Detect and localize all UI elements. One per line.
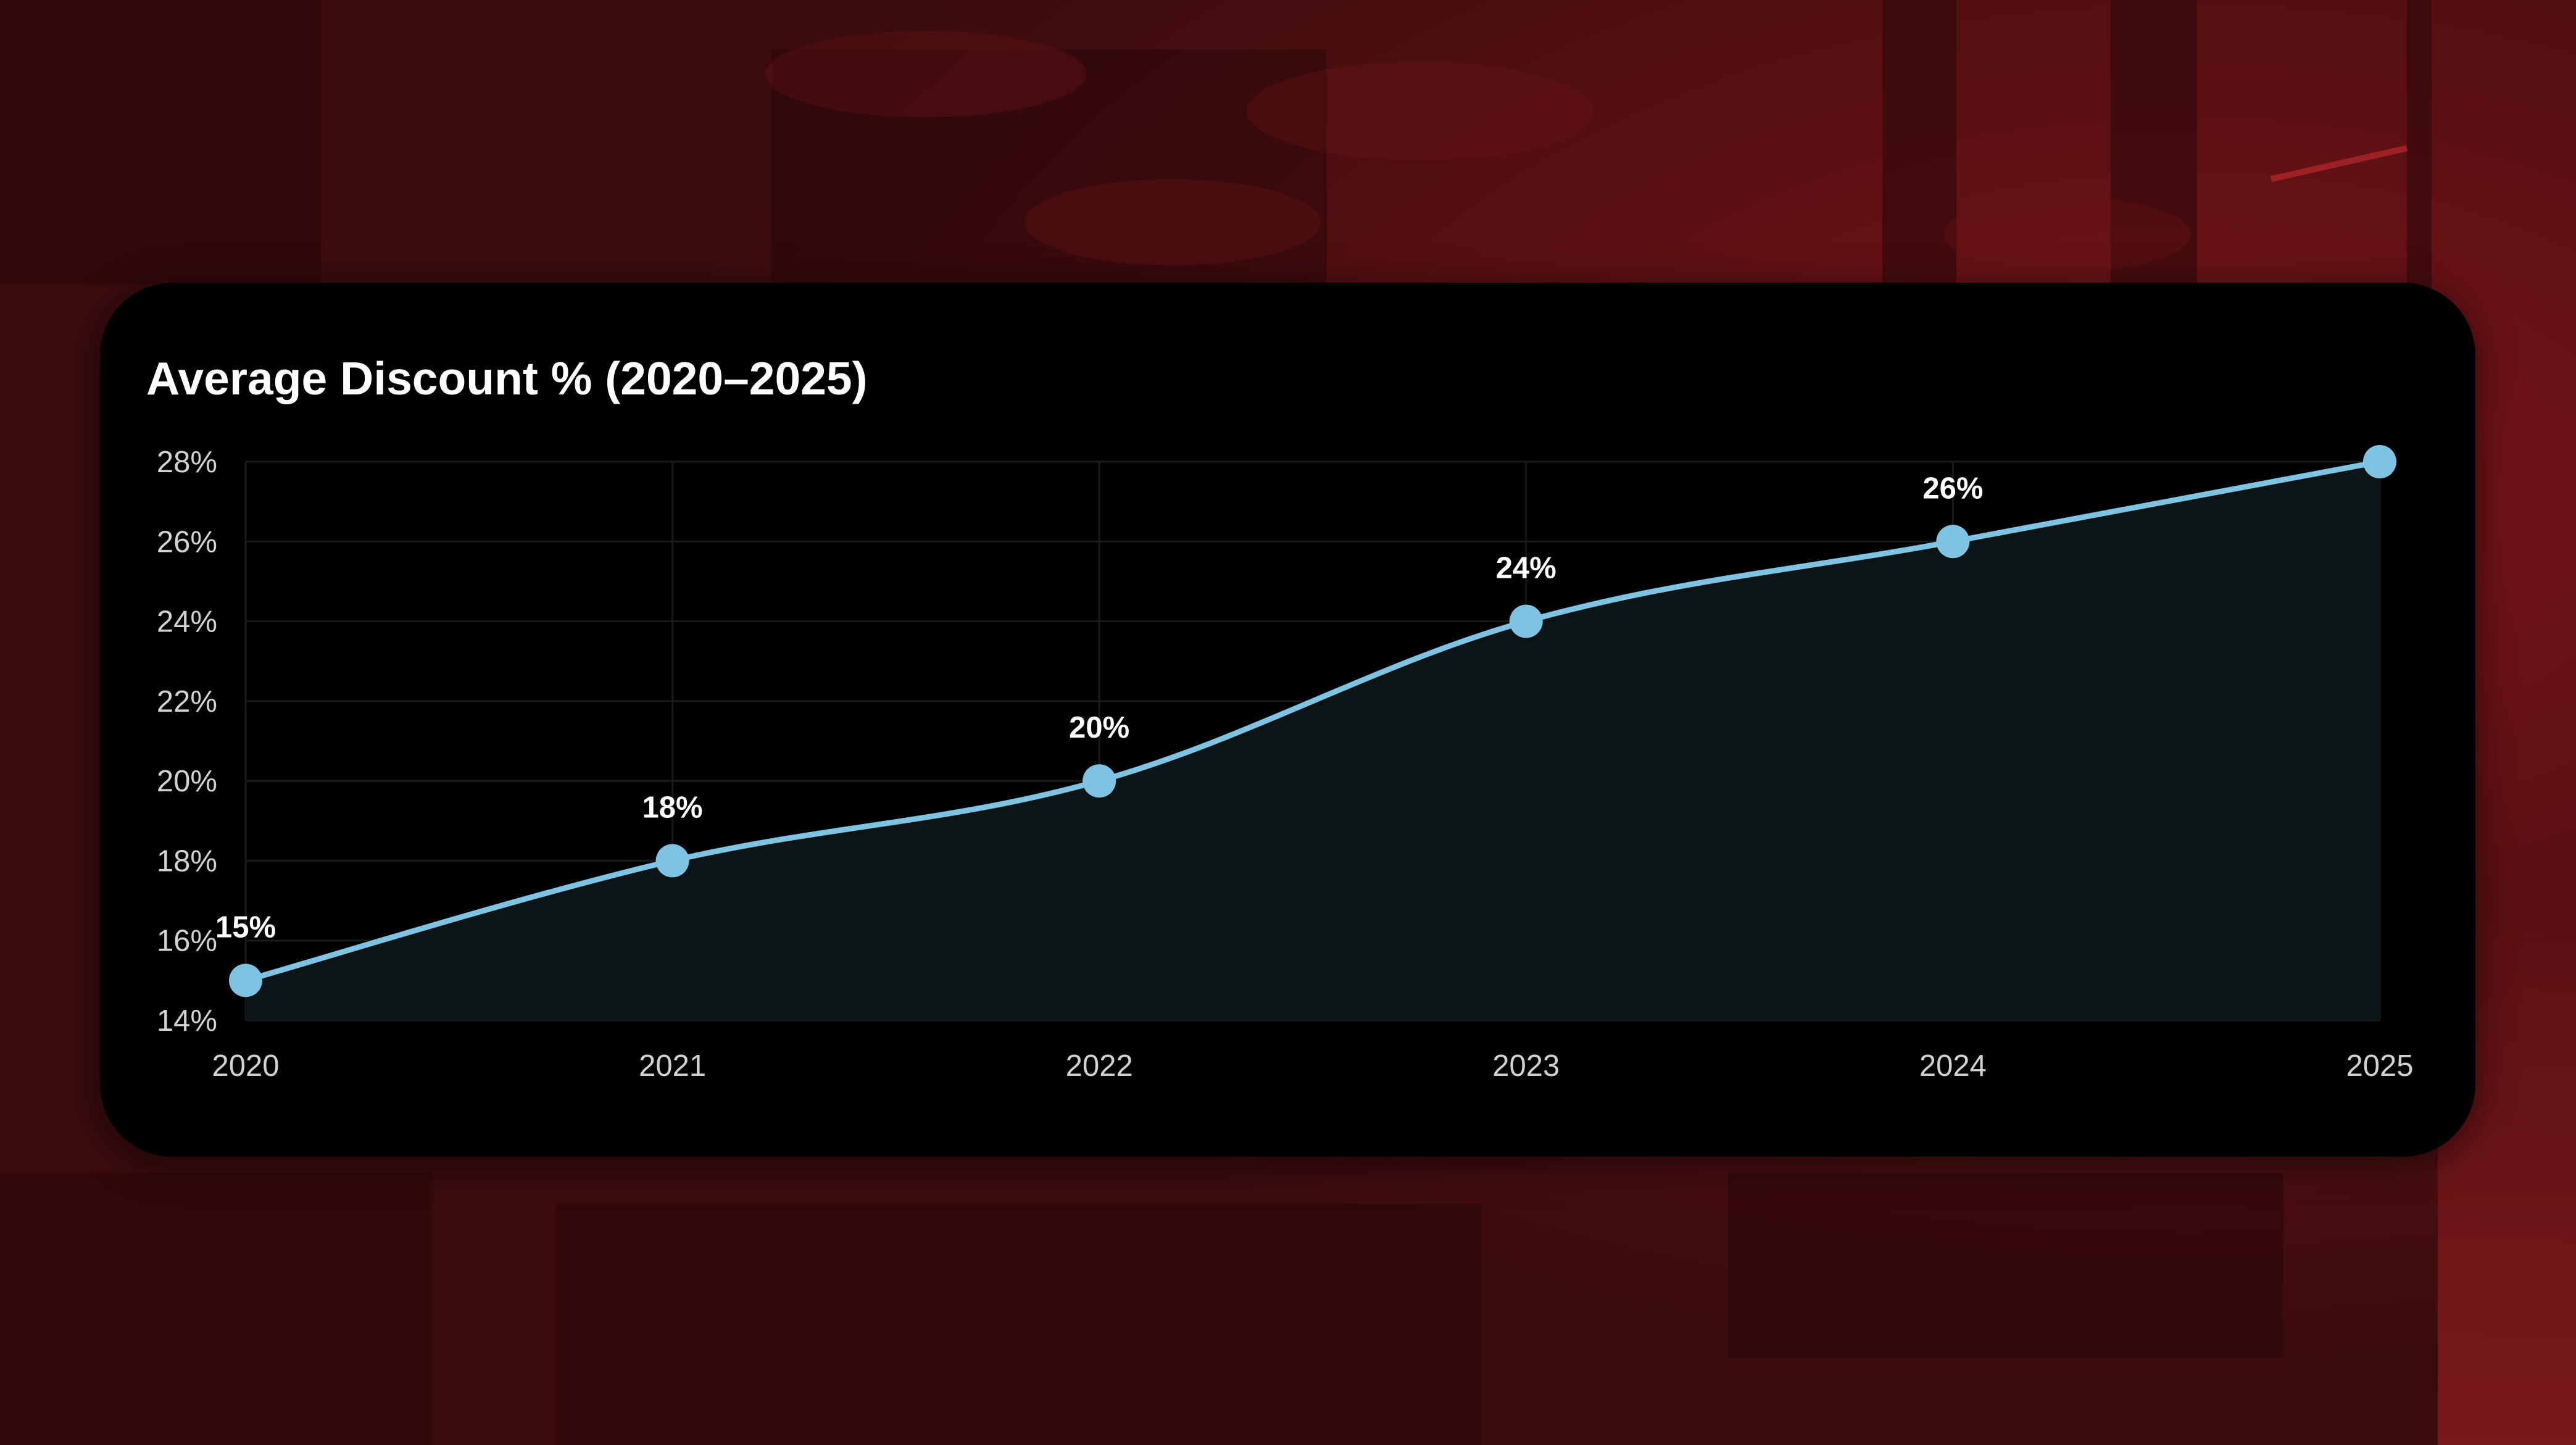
x-tick-label: 2023: [1492, 1049, 1560, 1083]
x-axis-tick-labels: 2020 2021 2022 2023 2024 2025: [212, 1049, 2413, 1083]
data-label: 24%: [1496, 552, 1556, 585]
y-tick-label: 20%: [157, 765, 217, 798]
series-line: [243, 459, 2383, 983]
data-point: [229, 964, 262, 997]
x-tick-label: 2024: [1919, 1049, 1987, 1083]
x-tick-label: 2025: [2346, 1049, 2413, 1083]
y-tick-label: 14%: [157, 1004, 217, 1038]
y-tick-label: 22%: [157, 685, 217, 718]
data-point: [1082, 764, 1116, 798]
data-label: 20%: [1069, 711, 1129, 744]
y-tick-label: 24%: [157, 606, 217, 639]
x-tick-label: 2021: [639, 1049, 706, 1083]
y-tick-label: 16%: [157, 925, 217, 958]
area-fill: [246, 462, 2380, 1020]
y-tick-label: 18%: [157, 844, 217, 878]
x-tick-label: 2020: [212, 1049, 279, 1083]
data-label: 15%: [215, 910, 276, 944]
data-point: [1509, 604, 1543, 638]
data-point: [2363, 445, 2396, 478]
data-point: [655, 844, 689, 878]
chart-card: Average Discount % (2020–2025) 14% 16% 18%…: [100, 283, 2475, 1157]
area-fill-layer: [246, 462, 2380, 1020]
y-axis-tick-labels: 14% 16% 18% 20% 22% 24% 26% 28%: [157, 446, 217, 1038]
line-chart: 14%16%18%20%22%24%26%28% 2020 2021 2022 202…: [157, 445, 2414, 1083]
data-labels: 15% 18% 20% 24% 26%: [215, 472, 1983, 944]
y-tick-label: 26%: [157, 525, 217, 559]
data-label: 18%: [642, 791, 703, 824]
data-point: [1936, 525, 1970, 559]
data-points: [229, 445, 2396, 997]
y-tick-label: 28%: [157, 446, 217, 479]
x-tick-label: 2022: [1066, 1049, 1133, 1083]
data-label: 26%: [1922, 472, 1983, 505]
series-line-layer: [243, 459, 2383, 983]
chart-title: Average Discount % (2020–2025): [146, 352, 868, 404]
